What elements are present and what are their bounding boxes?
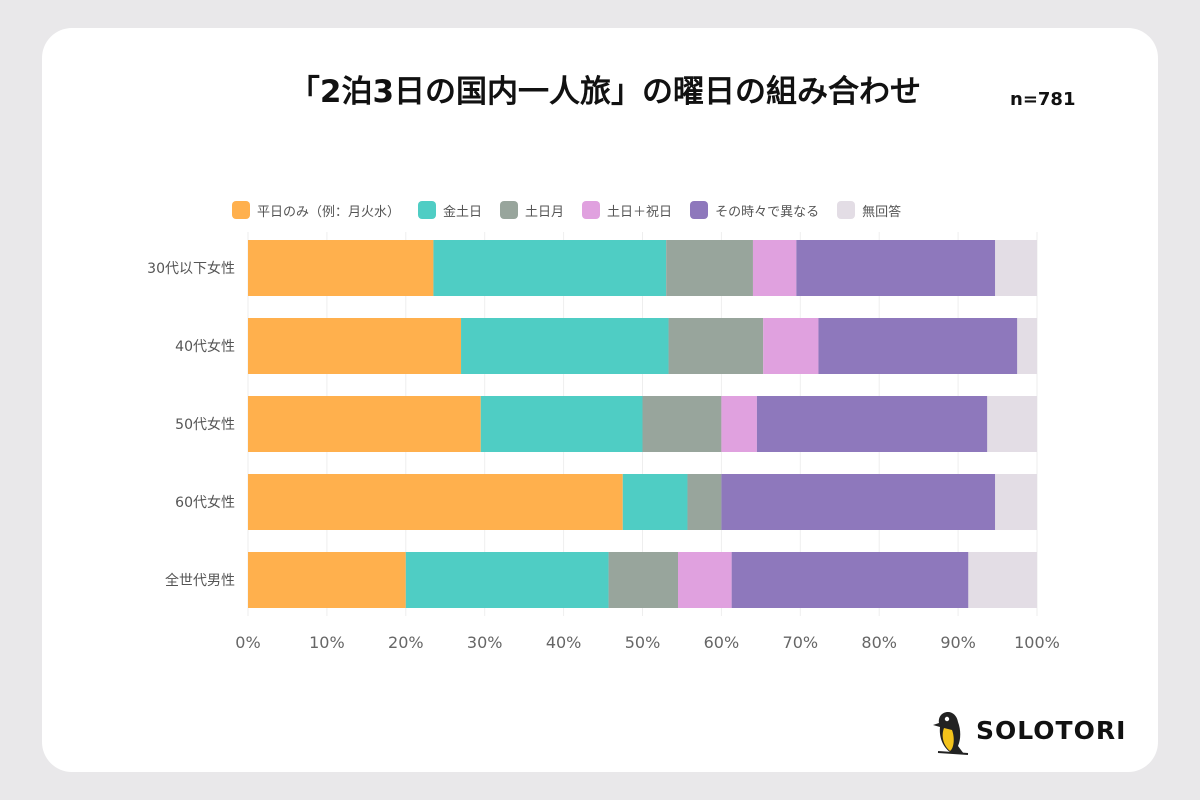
category-label: 60代女性	[175, 494, 235, 511]
legend-swatch	[690, 201, 709, 219]
category-label: 全世代男性	[165, 572, 235, 589]
legend-label: 土日＋祝日	[607, 204, 673, 220]
legend-item: 金土日	[418, 201, 482, 220]
legend-swatch	[418, 201, 437, 219]
x-tick-label: 60%	[704, 633, 740, 652]
x-tick-label: 40%	[546, 633, 582, 652]
bar-segment	[668, 318, 764, 374]
x-tick-label: 90%	[940, 633, 976, 652]
legend-label: 無回答	[862, 204, 902, 220]
legend-item: その時々で異なる	[690, 201, 819, 220]
bar-segment	[756, 396, 988, 452]
category-label: 30代以下女性	[147, 260, 235, 277]
x-tick-label: 80%	[861, 633, 897, 652]
brand-name: SOLOTORI	[976, 716, 1127, 745]
x-tick-label: 20%	[388, 633, 424, 652]
legend-item: 土日＋祝日	[582, 201, 672, 220]
legend-label: 平日のみ（例：月火水）	[257, 204, 401, 220]
legend-item: 土日月	[500, 201, 564, 220]
bar-segment	[752, 240, 797, 296]
bar-segment	[1017, 318, 1037, 374]
bird-icon	[933, 712, 969, 755]
bar-segment	[968, 552, 1037, 608]
bar-segment	[796, 240, 996, 296]
legend-swatch	[837, 201, 856, 219]
category-label: 50代女性	[175, 416, 235, 433]
legend-swatch	[582, 201, 601, 219]
bar-segment	[987, 396, 1037, 452]
bar-segment	[818, 318, 1018, 374]
x-tick-label: 100%	[1014, 633, 1060, 652]
bar-segment	[678, 552, 732, 608]
legend-swatch	[232, 201, 250, 219]
x-tick-label: 30%	[467, 633, 503, 652]
bar-segment	[433, 240, 667, 296]
bar-segment	[622, 474, 688, 530]
x-tick-label: 50%	[625, 633, 661, 652]
bar-segment	[995, 474, 1037, 530]
bar-segment	[248, 240, 434, 296]
legend-item: 無回答	[837, 201, 901, 220]
bar-segment	[461, 318, 669, 374]
chart-title: 「2泊3日の国内一人旅」の曜日の組み合わせ	[288, 74, 922, 110]
bar-segment	[248, 552, 406, 608]
legend: 平日のみ（例：月火水） 金土日 土日月 土日＋祝日 その時々で異なる 無回答	[232, 199, 919, 221]
x-tick-label: 70%	[783, 633, 819, 652]
bar-segment	[405, 552, 609, 608]
bar-segment	[995, 240, 1037, 296]
solotori-logo	[933, 712, 969, 755]
bar-segment	[731, 552, 969, 608]
bar-segment	[666, 240, 753, 296]
bar-segment	[248, 474, 623, 530]
bar-segment	[480, 396, 643, 452]
bar-segment	[608, 552, 679, 608]
bar-segment	[763, 318, 819, 374]
bar-segment	[248, 396, 481, 452]
bar-segment	[721, 474, 996, 530]
legend-item: 平日のみ（例：月火水）	[232, 201, 400, 220]
x-tick-label: 0%	[235, 633, 260, 652]
category-label: 40代女性	[175, 338, 235, 355]
legend-label: 土日月	[525, 204, 565, 220]
bar-segment	[721, 396, 757, 452]
x-tick-label: 10%	[309, 633, 345, 652]
bar-segment	[248, 318, 462, 374]
legend-label: 金土日	[443, 204, 483, 220]
bar-segment	[642, 396, 722, 452]
legend-label: その時々で異なる	[715, 204, 820, 220]
bar-segment	[687, 474, 722, 530]
legend-swatch	[500, 201, 519, 219]
sample-size: n=781	[1010, 89, 1076, 110]
